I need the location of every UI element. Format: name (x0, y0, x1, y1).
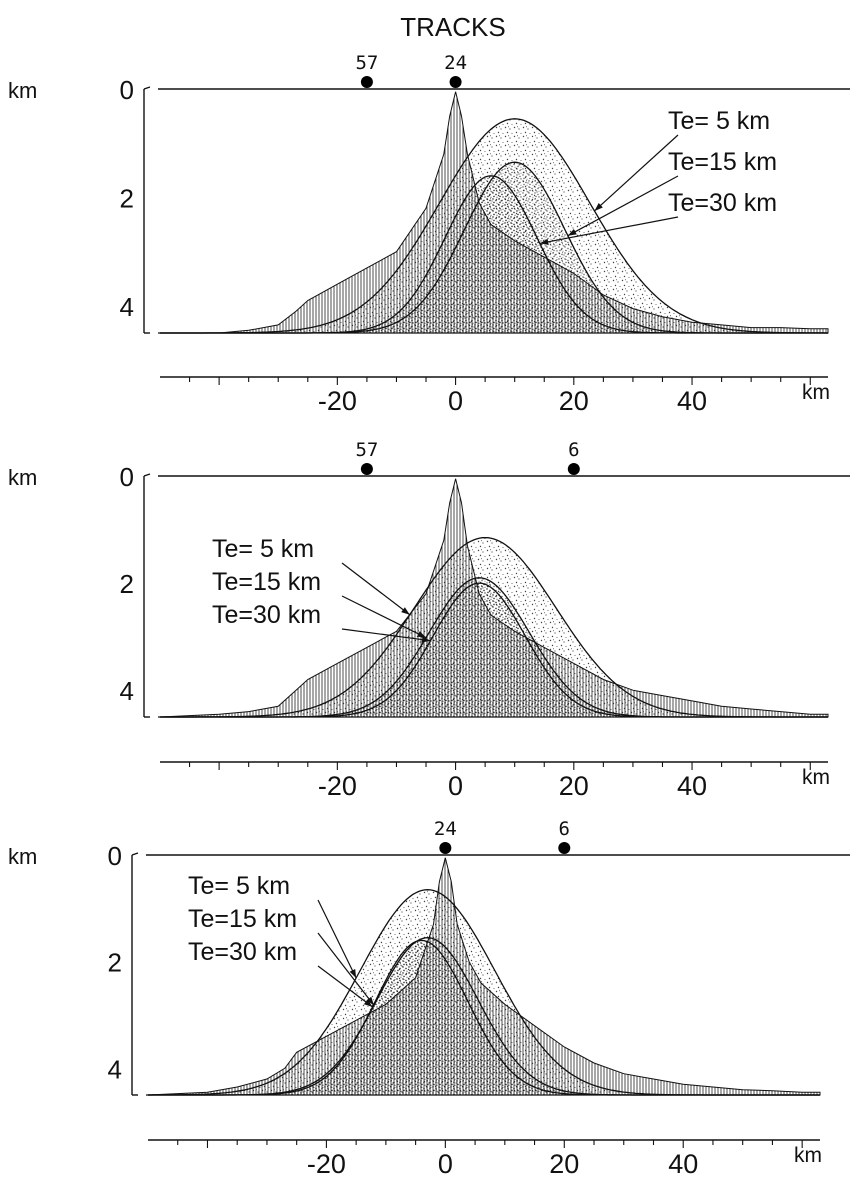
legend-leader-2 (317, 932, 375, 1006)
legend-label-2: Te=15 km (212, 568, 321, 596)
track-marker (567, 463, 580, 475)
legend-arrowhead-2 (567, 228, 577, 236)
track-marker (439, 842, 452, 854)
x-axis-unit: km (794, 1144, 822, 1167)
y-axis-unit: km (8, 465, 37, 490)
y-tick-label: 4 (120, 676, 134, 706)
legend-leader-1 (594, 134, 679, 212)
y-tick-label: 2 (120, 183, 134, 213)
y-tick-label: 0 (120, 75, 134, 105)
legend-leader-2 (341, 595, 427, 639)
y-tick-label: 4 (120, 292, 134, 322)
x-tick-label: -20 (318, 386, 357, 416)
legend-arrowhead-2 (417, 631, 427, 638)
y-tick-label: 0 (108, 841, 122, 871)
y-tick-label: 0 (120, 462, 134, 492)
figure-title: TRACKS (400, 12, 505, 42)
legend-label-1: Te= 5 km (668, 107, 770, 135)
legend-arrowhead-3 (421, 636, 431, 643)
chart-panel-middle: 0 2 4 km -20 0 20 40 km 57 6 Te= 5 km Te=15 km Te=30 … (8, 439, 850, 801)
x-tick-label: 40 (668, 1149, 698, 1178)
x-tick-label: 0 (448, 771, 463, 801)
track-marker (449, 76, 462, 88)
legend-arrowhead-1 (401, 607, 410, 615)
y-tick-label: 4 (108, 1054, 122, 1084)
legend-leader-3 (341, 628, 431, 642)
legend-label-3: Te=30 km (668, 189, 777, 217)
x-axis-unit: km (802, 766, 830, 789)
y-axis-cap-top (143, 473, 151, 477)
y-axis-cap-top (131, 852, 139, 856)
x-axis-unit: km (802, 381, 830, 404)
track-label: 6 (559, 818, 570, 840)
legend-leader-1 (317, 899, 357, 979)
x-tick-label: 20 (559, 386, 589, 416)
track-label: 24 (444, 52, 467, 74)
x-tick-label: -20 (318, 771, 357, 801)
track-marker (360, 463, 373, 475)
y-tick-label: 2 (108, 948, 122, 978)
legend-leader-3 (539, 216, 679, 244)
legend-leader-3 (317, 965, 373, 1008)
flexure-fill-3 (160, 583, 828, 717)
track-label: 57 (355, 439, 378, 461)
legend-label-3: Te=30 km (212, 601, 321, 629)
y-axis-cap-top (143, 86, 151, 90)
legend-arrowhead-1 (594, 202, 603, 211)
track-label: 6 (568, 439, 579, 461)
flexure-fill-3 (148, 940, 820, 1095)
x-tick-label: -20 (307, 1149, 346, 1178)
y-axis-unit: km (8, 844, 37, 869)
flexure-fill-3 (160, 175, 828, 333)
x-tick-label: 20 (549, 1149, 579, 1178)
legend-label-2: Te=15 km (668, 148, 777, 176)
legend-arrowhead-3 (539, 238, 549, 245)
legend-arrowhead-3 (363, 999, 373, 1007)
track-marker (558, 842, 571, 854)
x-tick-label: 20 (559, 771, 589, 801)
legend-arrowhead-1 (349, 969, 357, 979)
track-marker (360, 76, 373, 88)
legend-label-3: Te=30 km (188, 938, 297, 966)
flexure-fill-2 (148, 937, 820, 1095)
track-label: 24 (434, 818, 457, 840)
x-tick-label: 0 (438, 1149, 453, 1178)
legend-arrowhead-2 (366, 996, 374, 1006)
flexure-curve-1 (160, 536, 828, 718)
legend-label-2: Te=15 km (188, 905, 297, 933)
y-tick-label: 2 (120, 569, 134, 599)
x-tick-label: 40 (677, 771, 707, 801)
x-tick-label: 40 (677, 386, 707, 416)
x-tick-label: 0 (448, 386, 463, 416)
track-label: 57 (355, 52, 378, 74)
legend-label-1: Te= 5 km (212, 535, 314, 563)
legend-leader-2 (567, 175, 679, 237)
flexure-curve-1 (160, 118, 828, 334)
y-axis-unit: km (8, 78, 37, 103)
legend-leader-1 (341, 562, 411, 616)
legend-label-1: Te= 5 km (188, 872, 290, 900)
